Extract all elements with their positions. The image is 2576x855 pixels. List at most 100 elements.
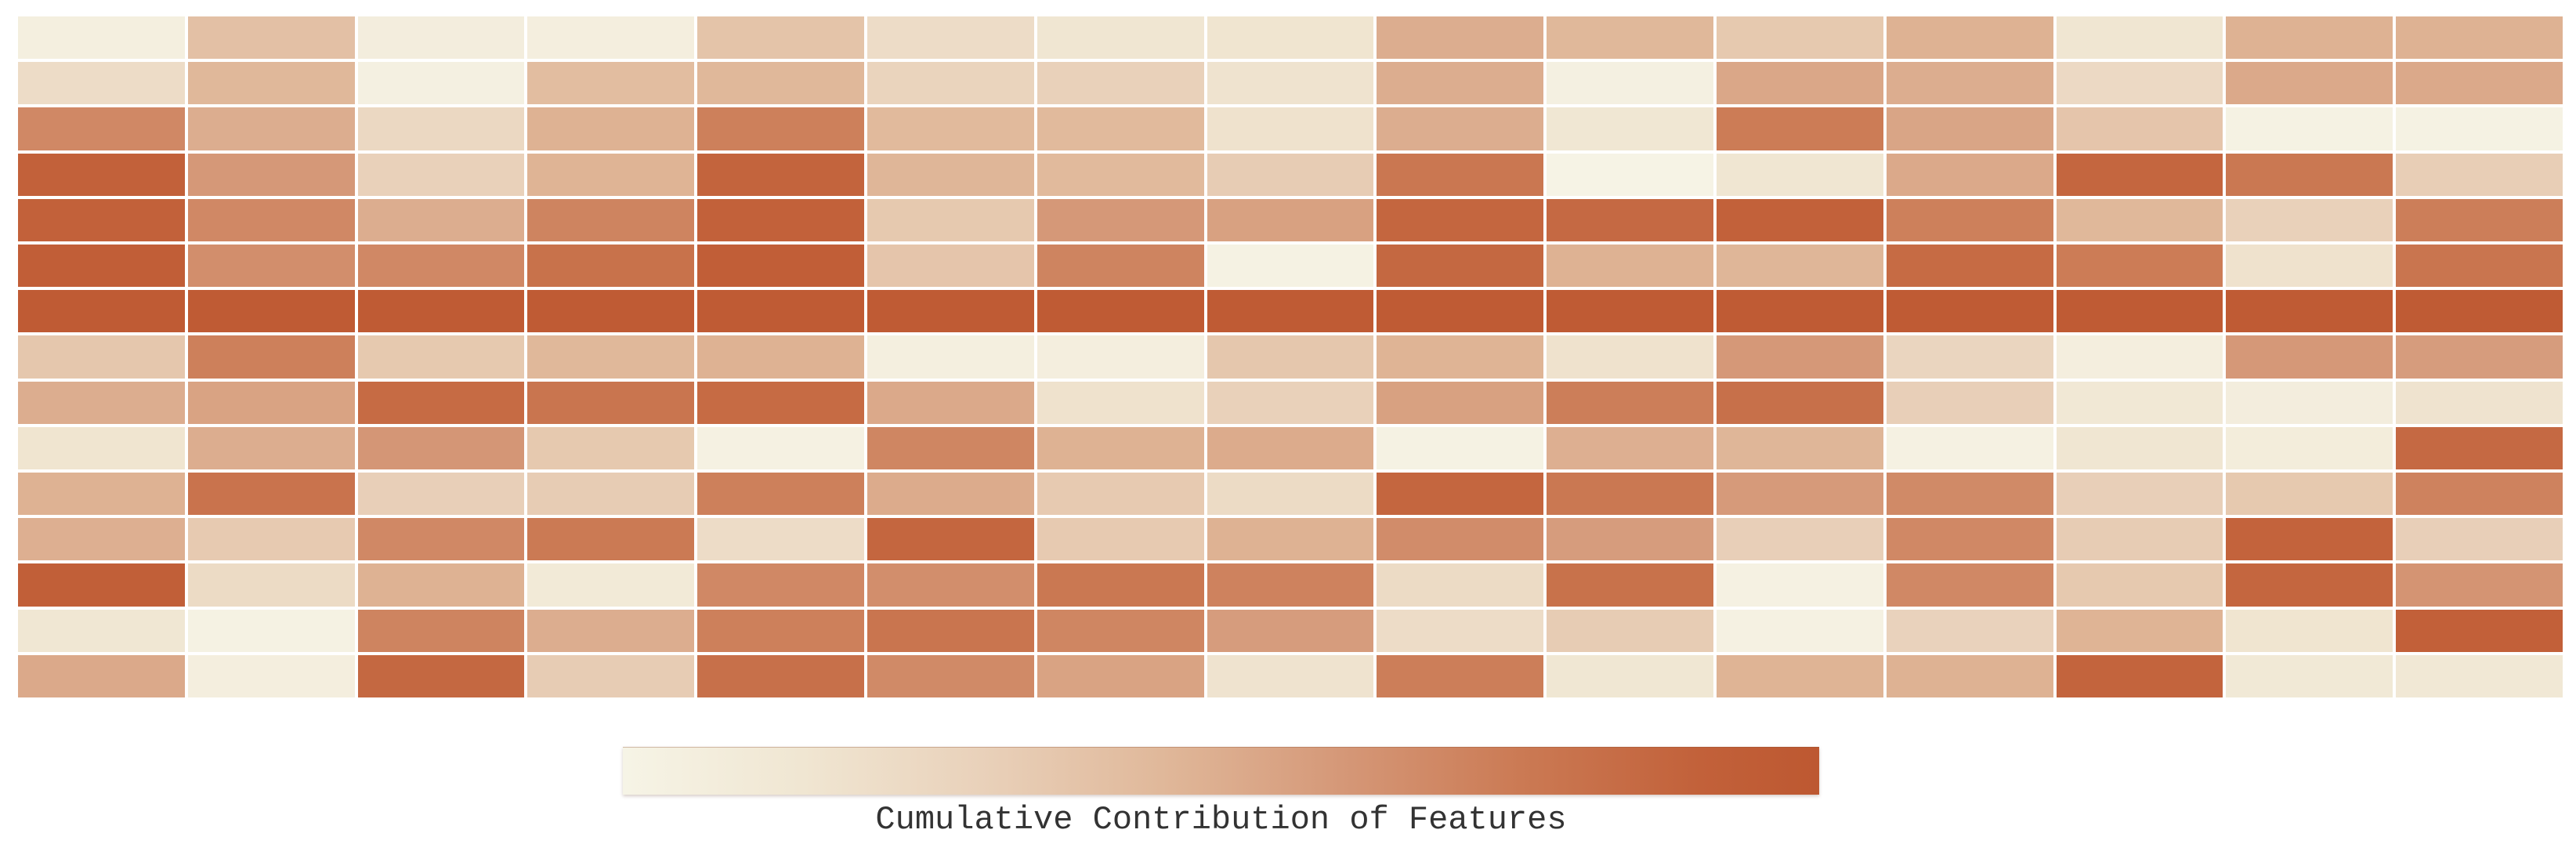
heatmap-cell	[2226, 426, 2393, 469]
heatmap-cell	[697, 473, 864, 516]
heatmap-cell	[697, 654, 864, 697]
heatmap-cell	[867, 381, 1034, 424]
heatmap-cell	[1377, 335, 1544, 379]
heatmap-cell	[2056, 245, 2223, 288]
heatmap-cell	[527, 609, 695, 652]
heatmap-cell	[867, 654, 1034, 697]
heatmap-cell	[187, 473, 355, 516]
heatmap-cell	[2396, 654, 2563, 697]
heatmap-cell	[1547, 153, 1713, 196]
heatmap-cell	[2226, 654, 2393, 697]
heatmap-cell	[2396, 107, 2563, 150]
heatmap-cell	[187, 16, 355, 60]
heatmap-cell	[697, 381, 864, 424]
heatmap-cell	[697, 16, 864, 60]
heatmap-cell	[1207, 62, 1374, 105]
heatmap-cell	[1886, 62, 2053, 105]
heatmap-cell	[2396, 473, 2563, 516]
colorbar-gradient	[623, 747, 1819, 795]
heatmap-cell	[1886, 198, 2053, 241]
heatmap-cell	[2226, 518, 2393, 561]
heatmap-cell	[1547, 198, 1713, 241]
heatmap-cell	[2056, 16, 2223, 60]
heatmap-cell	[1547, 290, 1713, 333]
heatmap-cell	[18, 153, 185, 196]
heatmap-cell	[18, 335, 185, 379]
heatmap-cell	[1886, 654, 2053, 697]
heatmap-cell	[2396, 518, 2563, 561]
heatmap-cell	[527, 198, 695, 241]
heatmap-cell	[187, 654, 355, 697]
heatmap-cell	[187, 563, 355, 607]
heatmap-cell	[867, 335, 1034, 379]
heatmap-cell	[1207, 290, 1374, 333]
heatmap-cell	[18, 290, 185, 333]
heatmap-cell	[527, 62, 695, 105]
heatmap-cell	[697, 107, 864, 150]
heatmap-cell	[1377, 426, 1544, 469]
heatmap-cell	[1886, 107, 2053, 150]
heatmap-cell	[2056, 153, 2223, 196]
heatmap-cell	[357, 245, 525, 288]
heatmap-cell	[2226, 198, 2393, 241]
heatmap-cell	[867, 473, 1034, 516]
heatmap-cell	[867, 245, 1034, 288]
heatmap-cell	[1717, 290, 1883, 333]
heatmap-cell	[697, 426, 864, 469]
heatmap-cell	[2226, 609, 2393, 652]
heatmap-cell	[1717, 153, 1883, 196]
heatmap-cell	[18, 426, 185, 469]
heatmap-cell	[697, 245, 864, 288]
heatmap-cell	[1037, 381, 1204, 424]
heatmap-cell	[18, 654, 185, 697]
heatmap-cell	[2396, 335, 2563, 379]
heatmap-cell	[1037, 290, 1204, 333]
heatmap-cell	[1886, 153, 2053, 196]
heatmap-cell	[1207, 198, 1374, 241]
heatmap-cell	[2056, 473, 2223, 516]
heatmap-cell	[867, 62, 1034, 105]
heatmap-cell	[1547, 335, 1713, 379]
heatmap-cell	[2056, 563, 2223, 607]
heatmap-cell	[1717, 335, 1883, 379]
heatmap-cell	[1377, 563, 1544, 607]
heatmap-cell	[1377, 609, 1544, 652]
heatmap-cell	[697, 563, 864, 607]
heatmap-cell	[867, 290, 1034, 333]
heatmap-cell	[2396, 609, 2563, 652]
heatmap-cell	[1207, 609, 1374, 652]
heatmap-cell	[1037, 62, 1204, 105]
heatmap-cell	[2056, 290, 2223, 333]
heatmap-cell	[2226, 245, 2393, 288]
heatmap-cell	[1377, 107, 1544, 150]
heatmap-cell	[18, 245, 185, 288]
heatmap-cell	[1886, 381, 2053, 424]
heatmap-cell	[1037, 245, 1204, 288]
heatmap-grid	[18, 16, 2563, 697]
heatmap-cell	[1037, 335, 1204, 379]
heatmap-cell	[187, 518, 355, 561]
heatmap-cell	[527, 290, 695, 333]
heatmap-cell	[2226, 563, 2393, 607]
heatmap-cell	[1207, 107, 1374, 150]
heatmap-cell	[1717, 16, 1883, 60]
heatmap-cell	[2056, 609, 2223, 652]
heatmap-cell	[1717, 381, 1883, 424]
heatmap-cell	[2396, 381, 2563, 424]
heatmap-cell	[2056, 518, 2223, 561]
heatmap-cell	[1377, 654, 1544, 697]
heatmap-cell	[697, 609, 864, 652]
heatmap-cell	[1547, 107, 1713, 150]
heatmap-cell	[2056, 381, 2223, 424]
heatmap-cell	[357, 335, 525, 379]
heatmap-cell	[1886, 290, 2053, 333]
heatmap-cell	[697, 290, 864, 333]
heatmap-cell	[1547, 16, 1713, 60]
heatmap-cell	[18, 473, 185, 516]
heatmap-cell	[1886, 473, 2053, 516]
heatmap-cell	[2226, 381, 2393, 424]
heatmap-cell	[1377, 290, 1544, 333]
heatmap-cell	[1717, 62, 1883, 105]
heatmap-cell	[187, 290, 355, 333]
heatmap-cell	[1717, 198, 1883, 241]
